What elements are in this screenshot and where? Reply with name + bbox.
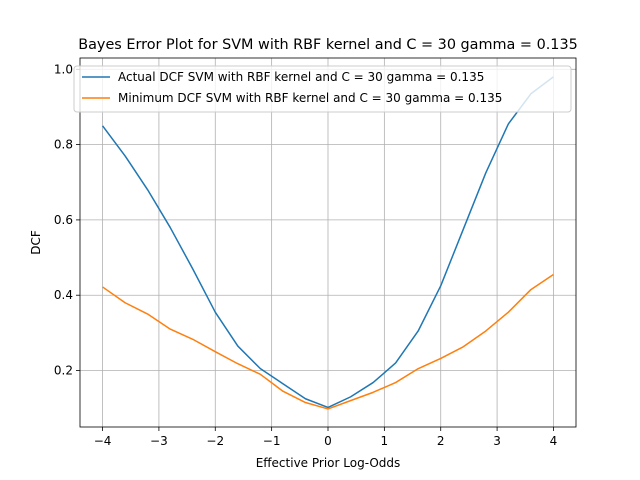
x-tick-label: 2 (437, 434, 445, 448)
x-tick-label: −2 (206, 434, 224, 448)
legend-box (73, 65, 572, 113)
series-lines (101, 76, 554, 410)
legend-label: Actual DCF SVM with RBF kernel and C = 3… (118, 70, 484, 84)
y-tick-label: 0.8 (54, 138, 73, 152)
legend-label: Minimum DCF SVM with RBF kernel and C = … (118, 91, 502, 105)
chart-title: Bayes Error Plot for SVM with RBF kernel… (78, 37, 578, 53)
series-line-2 (102, 273, 554, 410)
y-tick-label: 0.6 (54, 213, 73, 227)
legend: Actual DCF SVM with RBF kernel and C = 3… (73, 65, 572, 113)
x-tick-label: 4 (550, 434, 558, 448)
x-tick-label: 1 (381, 434, 389, 448)
x-axis-label: Effective Prior Log-Odds (256, 456, 401, 470)
x-tick-label: −3 (150, 434, 168, 448)
x-tick-label: −4 (94, 434, 112, 448)
y-axis-label: DCF (29, 230, 43, 255)
series-line-1 (101, 76, 554, 409)
x-tick-label: 0 (324, 434, 332, 448)
axis-ticks: −4 −3 −2 −1 0 1 2 3 4 0.2 0.4 0.6 0.8 1.0 (54, 62, 557, 448)
x-tick-label: 3 (493, 434, 501, 448)
y-tick-label: 0.4 (54, 288, 73, 302)
x-tick-label: −1 (263, 434, 281, 448)
y-tick-label: 1.0 (54, 62, 73, 76)
y-tick-label: 0.2 (54, 364, 73, 378)
